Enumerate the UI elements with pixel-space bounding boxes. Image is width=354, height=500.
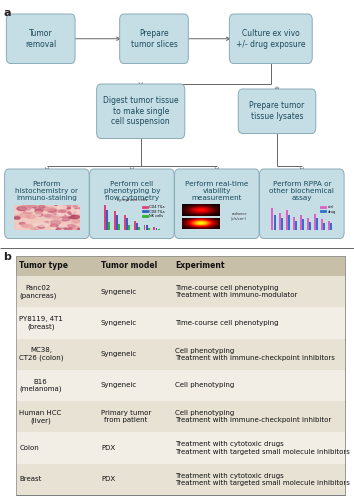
- Text: b: b: [4, 252, 11, 262]
- Text: Tumor type: Tumor type: [19, 262, 68, 270]
- FancyBboxPatch shape: [120, 14, 188, 64]
- Text: Human HCC
(liver): Human HCC (liver): [19, 410, 62, 424]
- FancyBboxPatch shape: [229, 14, 312, 64]
- Text: Tumor
removal: Tumor removal: [25, 29, 56, 48]
- Text: Prepare
tumor slices: Prepare tumor slices: [131, 29, 177, 48]
- Text: Perform cell
phenotyping by
flow cytometry: Perform cell phenotyping by flow cytomet…: [104, 181, 160, 202]
- Text: Treatment with cytotoxic drugs
Treatment with targeted small molecule inhibitors: Treatment with cytotoxic drugs Treatment…: [175, 442, 350, 454]
- Bar: [16, 401, 345, 432]
- Text: PDX: PDX: [101, 445, 115, 451]
- Text: Syngeneic: Syngeneic: [101, 382, 137, 388]
- Text: Time-course cell phenotyping: Time-course cell phenotyping: [175, 320, 279, 326]
- Text: Syngeneic: Syngeneic: [101, 351, 137, 357]
- Text: Primary tumor
from patient: Primary tumor from patient: [101, 410, 151, 424]
- Text: PDX: PDX: [101, 476, 115, 482]
- FancyBboxPatch shape: [238, 89, 316, 134]
- Text: Cell phenotyping: Cell phenotyping: [175, 382, 234, 388]
- Text: Perform real-time
viability
measurement: Perform real-time viability measurement: [185, 181, 249, 202]
- Bar: [16, 432, 345, 464]
- FancyBboxPatch shape: [259, 169, 344, 238]
- Text: Perform RPPA or
other biochemical
assay: Perform RPPA or other biochemical assay: [269, 181, 334, 202]
- Text: Cell phenotyping
Treatment with immune-checkpoint inhibitors: Cell phenotyping Treatment with immune-c…: [175, 348, 335, 361]
- FancyBboxPatch shape: [6, 14, 75, 64]
- Text: Digest tumor tissue
to make single
cell suspension: Digest tumor tissue to make single cell …: [103, 96, 178, 126]
- Bar: [16, 464, 345, 495]
- FancyBboxPatch shape: [90, 169, 174, 238]
- Text: H&E: H&E: [40, 218, 54, 224]
- FancyBboxPatch shape: [5, 169, 89, 238]
- Bar: [16, 370, 345, 401]
- Text: Breast: Breast: [19, 476, 42, 482]
- Bar: [16, 256, 345, 276]
- Text: Cell phenotyping
Treatment with immune-checkpoint inhibitor: Cell phenotyping Treatment with immune-c…: [175, 410, 331, 424]
- Text: B16
(melanoma): B16 (melanoma): [19, 378, 62, 392]
- Text: Syngeneic: Syngeneic: [101, 320, 137, 326]
- Text: Colon: Colon: [19, 445, 39, 451]
- Text: Perform
histochemistry or
immuno-staining: Perform histochemistry or immuno-stainin…: [16, 181, 78, 202]
- Text: Culture ex vivo
+/- drug exposure: Culture ex vivo +/- drug exposure: [236, 29, 306, 48]
- Text: Treatment with cytotoxic drugs
Treatment with targeted small molecule inhibitors: Treatment with cytotoxic drugs Treatment…: [175, 472, 350, 486]
- Bar: [16, 338, 345, 370]
- FancyBboxPatch shape: [175, 169, 259, 238]
- Bar: [16, 256, 345, 495]
- Text: Syngeneic: Syngeneic: [101, 288, 137, 294]
- Bar: [16, 256, 345, 495]
- Text: Tumor model: Tumor model: [101, 262, 157, 270]
- Text: PY8119, 4T1
(breast): PY8119, 4T1 (breast): [19, 316, 63, 330]
- Bar: [16, 308, 345, 338]
- FancyBboxPatch shape: [97, 84, 185, 138]
- Text: Prepare tumor
tissue lysates: Prepare tumor tissue lysates: [249, 102, 305, 121]
- Text: Panc02
(pancreas): Panc02 (pancreas): [19, 285, 57, 298]
- Text: MC38,
CT26 (colon): MC38, CT26 (colon): [19, 348, 64, 361]
- Text: Experiment: Experiment: [175, 262, 225, 270]
- Text: a: a: [4, 8, 11, 18]
- Text: Time-course cell phenotyping
Treatment with immuno-modulator: Time-course cell phenotyping Treatment w…: [175, 285, 298, 298]
- Bar: [16, 276, 345, 308]
